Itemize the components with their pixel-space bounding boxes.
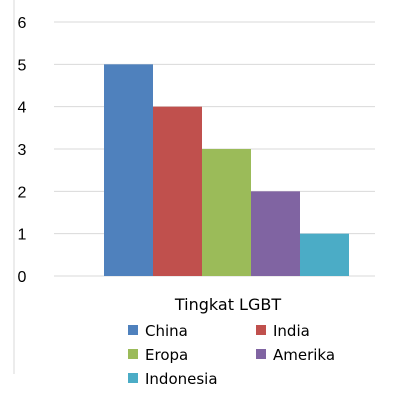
legend-swatch-china [128, 325, 138, 335]
legend-label-amerika: Amerika [273, 346, 335, 364]
legend-label-indonesia: Indonesia [145, 370, 218, 388]
legend-swatch-amerika [256, 349, 266, 359]
bar-indonesia [300, 233, 349, 276]
legend: China India Eropa Amerika Indonesia [128, 322, 335, 388]
y-tick-label: 5 [18, 57, 27, 74]
legend-swatch-eropa [128, 349, 138, 359]
legend-label-eropa: Eropa [145, 346, 188, 364]
y-tick-label: 1 [18, 227, 27, 244]
legend-swatch-india [256, 325, 266, 335]
legend-label-india: India [273, 322, 310, 340]
category-label: Tingkat LGBT [174, 295, 281, 314]
y-tick-label: 6 [18, 15, 27, 32]
legend-swatch-indonesia [128, 373, 138, 383]
y-tick-label: 4 [18, 100, 27, 117]
y-tick-label: 0 [18, 269, 27, 286]
y-tick-label: 3 [18, 142, 27, 159]
bar-eropa [202, 149, 251, 276]
bar-china [104, 64, 153, 276]
bar-amerika [251, 191, 300, 276]
bar-india [153, 106, 202, 277]
y-tick-label: 2 [18, 184, 27, 201]
bars [104, 64, 349, 277]
y-axis-ticks: 0 1 2 3 4 5 6 [18, 15, 27, 286]
legend-label-china: China [145, 322, 188, 340]
